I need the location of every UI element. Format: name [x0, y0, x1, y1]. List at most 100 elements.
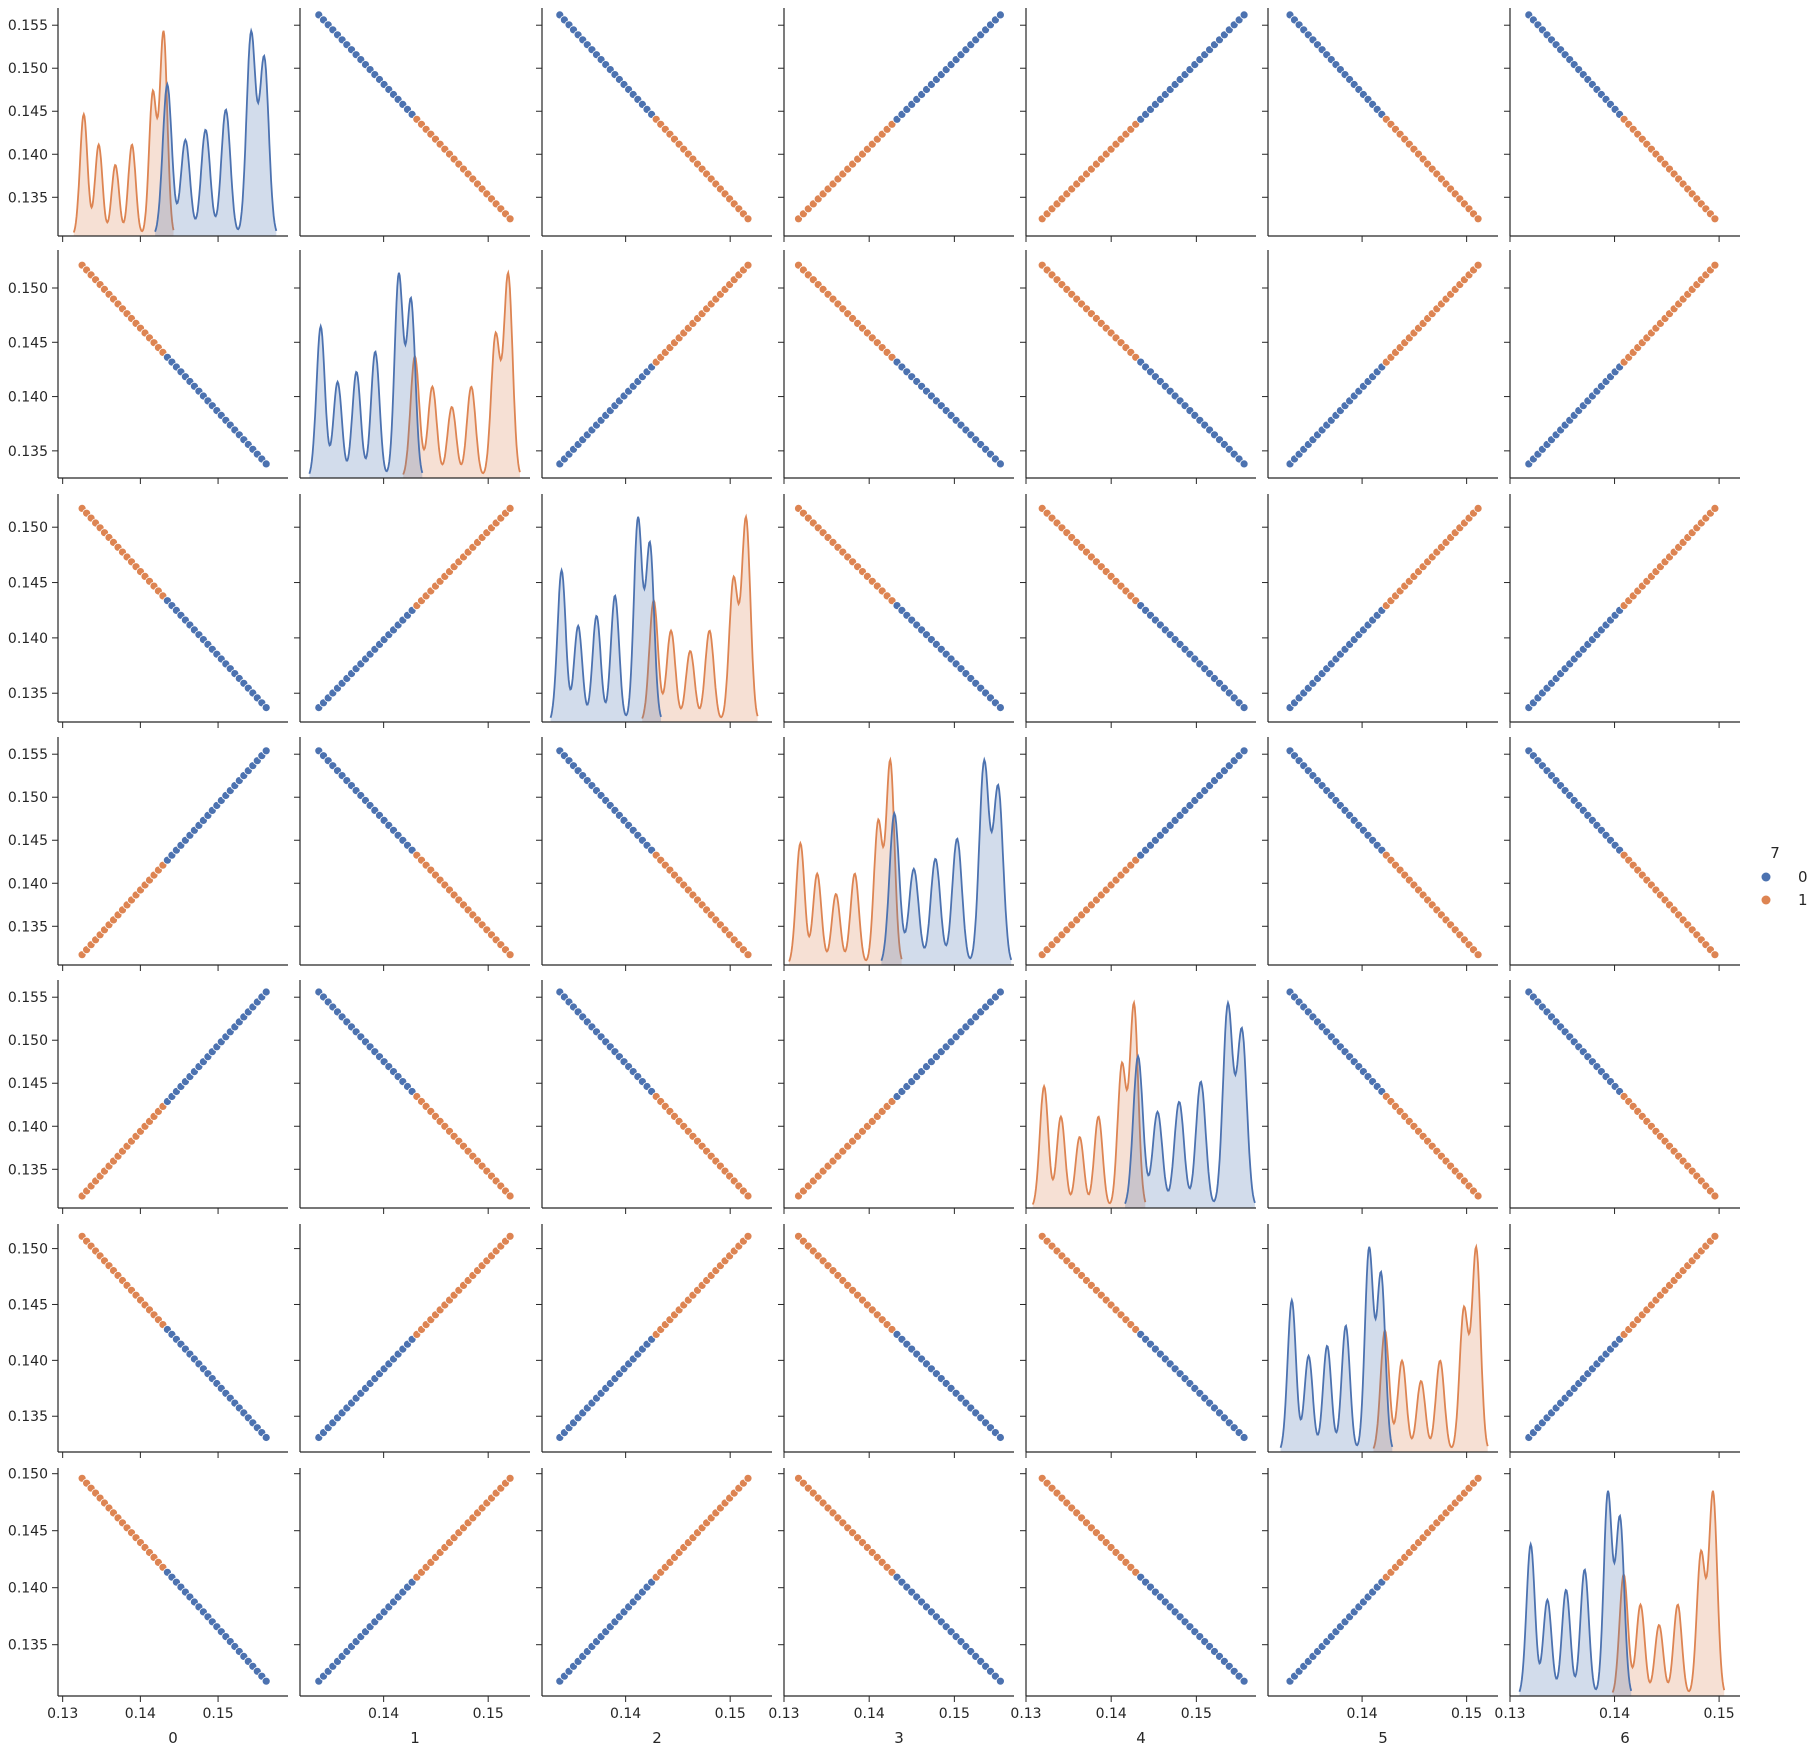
- y-tick-label: 0.140: [8, 390, 48, 406]
- x-axis-label-1: 1: [410, 1729, 420, 1747]
- scatter-point: [743, 950, 753, 960]
- y-tick-label: 0.140: [8, 1119, 48, 1135]
- panel-r4-c1: [294, 980, 530, 1214]
- panel-r5-c5: [1262, 1224, 1498, 1458]
- scatter-point: [1710, 950, 1720, 960]
- panel-r3-c2: [536, 737, 772, 971]
- kde-line-group-0: [154, 27, 278, 232]
- scatter-point: [996, 1433, 1005, 1442]
- kde-fill-group-0: [550, 516, 661, 722]
- y-tick-label: 0.140: [8, 147, 48, 163]
- y-tick-label: 0.145: [8, 1297, 48, 1313]
- panel-r1-c1: [294, 250, 530, 484]
- panel-r4-c6: [1504, 980, 1740, 1214]
- y-tick-label: 0.150: [8, 1033, 48, 1049]
- panel-r6-c2: 0.14 0.15: [536, 1468, 772, 1722]
- kde-line-group-0: [1279, 1246, 1394, 1448]
- y-tick-label: 0.135: [8, 919, 48, 935]
- x-axis-label-4: 4: [1136, 1729, 1146, 1747]
- x-tick-label: 0.13: [47, 1706, 78, 1722]
- scatter-point: [1239, 459, 1249, 469]
- y-tick-label: 0.135: [8, 190, 48, 206]
- panel-r2-c2: [536, 494, 772, 728]
- panel-r4-c5: [1262, 980, 1498, 1214]
- x-tick-label: 0.13: [1494, 1706, 1525, 1722]
- scatter-point: [743, 1231, 753, 1241]
- scatter-point: [505, 214, 515, 224]
- x-tick-label: 0.13: [768, 1706, 799, 1722]
- x-axis-variable-labels: 0 1 2 3 4 5 6: [168, 1729, 1630, 1747]
- y-tick-label: 0.155: [8, 18, 48, 34]
- panel-r3-c4: [1020, 737, 1256, 971]
- y-tick-label: 0.155: [8, 747, 48, 763]
- scatter-point: [1710, 214, 1720, 224]
- panel-r4-c4: [1020, 980, 1256, 1214]
- scatter-point: [996, 1676, 1005, 1686]
- y-tick-label: 0.145: [8, 1524, 48, 1540]
- kde-line-group-1: [1031, 999, 1147, 1205]
- panel-r1-c5: [1262, 250, 1498, 484]
- kde-line-group-1: [1611, 1490, 1726, 1693]
- y-tick-label: 0.150: [8, 61, 48, 77]
- scatter-point: [1710, 260, 1720, 270]
- scatter-point: [1473, 1473, 1483, 1483]
- y-tick-label: 0.145: [8, 1076, 48, 1092]
- x-axis-label-5: 5: [1378, 1729, 1388, 1747]
- scatter-point: [1239, 10, 1249, 20]
- panel-r0-c1: [294, 8, 530, 242]
- x-tick-label: 0.13: [1010, 1706, 1041, 1722]
- y-tick-label: 0.135: [8, 1409, 48, 1425]
- scatter-point: [1473, 260, 1483, 270]
- kde-fill-group-1: [1032, 1002, 1146, 1208]
- panel-r3-c1: [294, 737, 530, 971]
- kde-fill-group-1: [789, 759, 902, 965]
- scatter-point: [261, 746, 271, 756]
- y-tick-label: 0.150: [8, 1242, 48, 1258]
- panel-r3-c6: [1504, 737, 1740, 971]
- scatter-point: [996, 987, 1005, 997]
- y-tick-label: 0.135: [8, 1162, 48, 1178]
- panel-r0-c3: [778, 8, 1014, 242]
- kde-line-group-1: [788, 756, 903, 962]
- kde-line-group-0: [880, 756, 1013, 961]
- scatter-point: [1473, 214, 1483, 224]
- scatter-point: [1473, 503, 1483, 513]
- scatter-point: [505, 1473, 515, 1483]
- legend-title: 7: [1770, 844, 1780, 862]
- x-axis-label-6: 6: [1620, 1729, 1630, 1747]
- kde-fill-group-0: [155, 30, 277, 236]
- panel-r1-c0: 0.135 0.140 0.145 0.150: [8, 250, 288, 484]
- kde-line-group-0: [308, 272, 424, 474]
- panel-r1-c3: [778, 250, 1014, 484]
- panel-r3-c3: [778, 737, 1014, 971]
- panel-r0-c0: 0.135 0.140 0.145 0.150 0.155: [8, 8, 288, 242]
- legend-marker-1: [1761, 895, 1771, 905]
- panel-r6-c0: 0.135 0.140 0.145 0.150 0.13 0.14 0.15: [8, 1467, 288, 1722]
- panel-r0-c4: [1020, 8, 1256, 242]
- panel-r1-c4: [1020, 250, 1256, 484]
- y-tick-label: 0.140: [8, 876, 48, 892]
- kde-line-group-0: [1124, 999, 1256, 1204]
- x-tick-label: 0.15: [715, 1706, 746, 1722]
- x-tick-label: 0.15: [939, 1706, 970, 1722]
- panel-r2-c5: [1262, 494, 1498, 728]
- scatter-point: [1710, 1191, 1720, 1201]
- kde-fill-group-1: [403, 272, 520, 478]
- scatter-point: [261, 703, 271, 712]
- scatter-point: [261, 1433, 271, 1442]
- scatter-point: [261, 1676, 271, 1686]
- scatter-point: [1239, 1676, 1249, 1686]
- y-tick-label: 0.150: [8, 520, 48, 536]
- legend-label-1: 1: [1798, 891, 1808, 909]
- x-tick-label: 0.14: [610, 1706, 641, 1722]
- x-tick-label: 0.14: [1096, 1706, 1127, 1722]
- x-tick-label: 0.15: [473, 1706, 504, 1722]
- x-axis-label-0: 0: [168, 1729, 178, 1747]
- scatter-point: [743, 260, 753, 270]
- panel-r1-c2: [536, 250, 772, 484]
- kde-fill-group-1: [1612, 1490, 1725, 1696]
- scatter-point: [743, 1473, 753, 1483]
- y-tick-label: 0.150: [8, 281, 48, 297]
- kde-line-group-1: [1372, 1243, 1489, 1449]
- x-tick-label: 0.15: [1451, 1706, 1482, 1722]
